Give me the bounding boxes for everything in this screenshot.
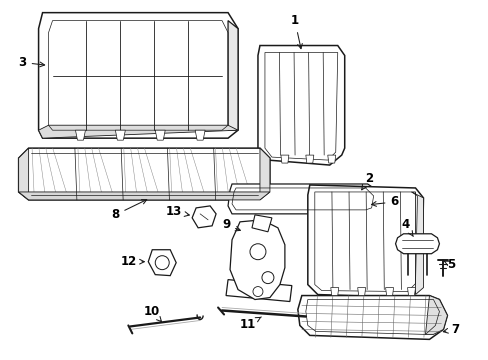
Polygon shape: [251, 215, 271, 232]
Text: 10: 10: [144, 305, 161, 321]
Polygon shape: [258, 45, 344, 165]
Text: 3: 3: [19, 56, 44, 69]
Polygon shape: [297, 296, 447, 339]
Polygon shape: [357, 288, 365, 296]
Text: 9: 9: [222, 218, 240, 231]
Polygon shape: [425, 296, 447, 334]
Text: 12: 12: [120, 255, 144, 268]
Polygon shape: [39, 13, 238, 138]
Polygon shape: [155, 130, 165, 140]
Polygon shape: [227, 21, 238, 130]
Polygon shape: [229, 220, 285, 300]
Text: 4: 4: [401, 218, 412, 237]
Text: 1: 1: [290, 14, 302, 49]
Polygon shape: [330, 288, 338, 296]
Text: 6: 6: [371, 195, 398, 208]
Text: 5: 5: [443, 258, 455, 271]
Polygon shape: [225, 280, 291, 302]
Polygon shape: [280, 155, 288, 163]
Polygon shape: [260, 148, 269, 200]
Polygon shape: [407, 288, 415, 296]
Polygon shape: [192, 206, 216, 228]
Text: 8: 8: [111, 199, 146, 221]
Polygon shape: [148, 250, 176, 276]
Text: 7: 7: [443, 323, 459, 336]
Polygon shape: [195, 130, 204, 140]
Polygon shape: [227, 184, 379, 214]
Polygon shape: [39, 125, 238, 138]
Polygon shape: [305, 155, 313, 163]
Polygon shape: [327, 155, 335, 163]
Polygon shape: [395, 234, 439, 254]
Polygon shape: [19, 148, 269, 200]
Polygon shape: [19, 192, 269, 200]
Polygon shape: [115, 130, 125, 140]
Text: 11: 11: [240, 317, 261, 331]
Text: 2: 2: [361, 171, 373, 190]
Polygon shape: [385, 288, 393, 296]
Polygon shape: [19, 148, 29, 200]
Text: 13: 13: [166, 205, 189, 219]
Polygon shape: [411, 192, 423, 294]
Polygon shape: [307, 185, 423, 298]
Polygon shape: [75, 130, 85, 140]
